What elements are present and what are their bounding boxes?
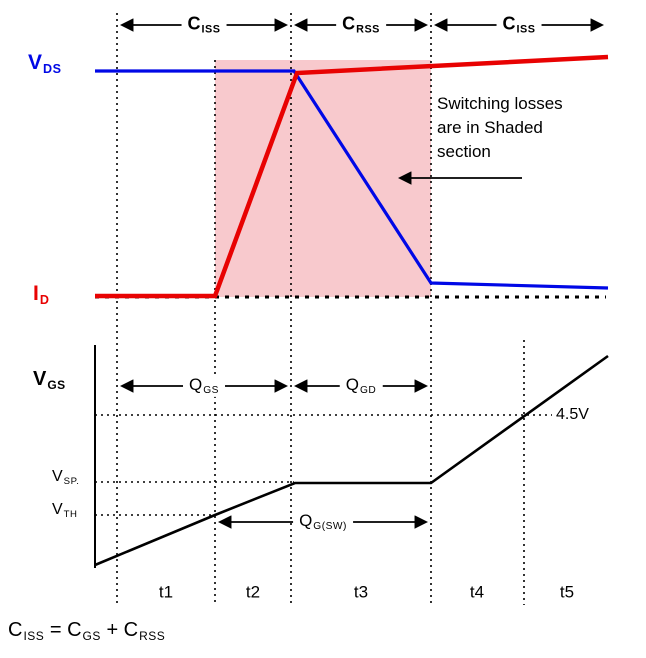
ciss-1-sub: ISS [201, 23, 221, 36]
id-sub: D [39, 292, 50, 307]
time-label-t5: t5 [559, 582, 575, 602]
qgs-text: Q [189, 374, 203, 394]
vds-label: VDS [28, 52, 62, 75]
ciss-region-label-2: CISS [496, 13, 542, 37]
qgd-sub: GD [359, 384, 377, 396]
qgs-region-label: QGS [183, 374, 225, 398]
ciss-formula: CISS = CGS + CRSS [8, 620, 165, 642]
ciss-region-label-1: CISS [181, 13, 227, 37]
formula-p1: C [8, 619, 23, 641]
losses-note-line2: are in Shaded [437, 118, 543, 137]
losses-note-line3: section [437, 142, 491, 161]
qgd-text: Q [345, 374, 359, 394]
time-label-t3: t3 [353, 582, 369, 602]
qgsw-region-label: QG(SW) [293, 510, 353, 534]
vgs-curve [94, 354, 609, 567]
ciss-2-text: C [502, 13, 516, 34]
formula-p2: = C [44, 619, 82, 641]
time-label-t2: t2 [245, 582, 261, 602]
vds-curve [95, 69, 609, 290]
qgsw-text: Q [299, 510, 313, 530]
losses-note-line1: Switching losses [437, 94, 563, 113]
switching-loss-shaded-region [215, 60, 431, 297]
vth-text: V [52, 501, 63, 518]
vsp-label: VSP. [52, 468, 80, 487]
switching-losses-note: Switching losses are in Shaded section [437, 92, 563, 164]
vgs-text: V [33, 368, 47, 390]
qgsw-sub: G(SW) [313, 520, 347, 532]
time-label-t1: t1 [158, 582, 174, 602]
ciss-1-text: C [187, 13, 201, 34]
vds-text: V [28, 51, 43, 74]
id-label: ID [33, 283, 49, 306]
vth-sub: TH [63, 508, 78, 520]
ciss-2-sub: ISS [516, 23, 536, 36]
id-curve [95, 54, 609, 299]
crss-region-label: CRSS [336, 13, 386, 37]
v45-label: 4.5V [556, 406, 589, 423]
id-text: I [33, 282, 39, 305]
vsp-text: V [52, 468, 63, 485]
vgs-sub: GS [47, 377, 66, 392]
formula-s1: ISS [23, 628, 45, 643]
vsp-sub: SP. [63, 475, 80, 487]
formula-s3: RSS [139, 628, 166, 643]
formula-s2: GS [82, 628, 101, 643]
time-label-t4: t4 [469, 582, 485, 602]
formula-p3: + C [100, 619, 139, 641]
qgd-region-label: QGD [339, 374, 383, 398]
vds-sub: DS [43, 61, 62, 76]
vgs-label: VGS [33, 369, 66, 391]
vth-label: VTH [52, 501, 78, 520]
qgs-sub: GS [203, 384, 219, 396]
crss-text: C [342, 13, 356, 34]
crss-sub: RSS [356, 23, 380, 36]
